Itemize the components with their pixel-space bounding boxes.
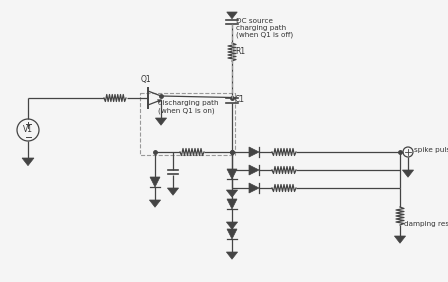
Polygon shape — [227, 229, 237, 239]
Polygon shape — [249, 147, 259, 157]
Text: Q1: Q1 — [141, 75, 151, 84]
Polygon shape — [150, 177, 160, 187]
Polygon shape — [402, 170, 414, 177]
Text: V1: V1 — [23, 125, 33, 135]
Polygon shape — [227, 12, 237, 19]
Polygon shape — [394, 236, 405, 243]
Polygon shape — [168, 188, 179, 195]
Polygon shape — [227, 169, 237, 179]
Text: C1: C1 — [235, 96, 245, 105]
Polygon shape — [249, 165, 259, 175]
Text: R1: R1 — [235, 47, 245, 56]
Polygon shape — [158, 99, 161, 103]
Polygon shape — [149, 200, 160, 207]
Text: spike pulse out: spike pulse out — [414, 147, 448, 153]
Polygon shape — [22, 158, 34, 166]
Text: damping resistor: damping resistor — [404, 221, 448, 227]
Polygon shape — [249, 183, 259, 193]
Polygon shape — [155, 118, 167, 125]
Polygon shape — [227, 199, 237, 209]
Text: DC source
charging path
(when Q1 is off): DC source charging path (when Q1 is off) — [236, 18, 293, 39]
Bar — [140, 92, 235, 155]
Text: discharging path
(when Q1 is on): discharging path (when Q1 is on) — [158, 100, 219, 114]
Polygon shape — [226, 190, 237, 197]
Polygon shape — [226, 252, 237, 259]
Polygon shape — [226, 222, 237, 229]
